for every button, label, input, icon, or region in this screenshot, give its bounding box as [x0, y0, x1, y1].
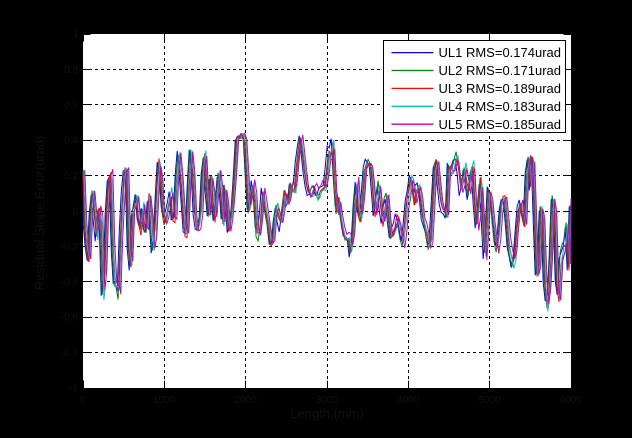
svg-text:5000: 5000 — [479, 395, 502, 406]
svg-text:Residual Slope Error(urad): Residual Slope Error(urad) — [32, 136, 47, 291]
svg-text:4000: 4000 — [397, 395, 420, 406]
svg-text:-0.8: -0.8 — [61, 348, 79, 359]
svg-text:3000: 3000 — [316, 395, 339, 406]
svg-text:1: 1 — [72, 30, 78, 41]
svg-text:UL2 RMS=0.171urad: UL2 RMS=0.171urad — [439, 63, 562, 78]
svg-text:0.8: 0.8 — [64, 65, 78, 76]
svg-text:-0.2: -0.2 — [61, 242, 79, 253]
svg-text:-1: -1 — [69, 384, 78, 395]
svg-text:0: 0 — [72, 207, 78, 218]
svg-text:2000: 2000 — [235, 395, 258, 406]
svg-text:0.2: 0.2 — [64, 171, 78, 182]
svg-text:UL4 RMS=0.183urad: UL4 RMS=0.183urad — [439, 99, 562, 114]
svg-text:0.6: 0.6 — [64, 100, 78, 111]
svg-text:-0.4: -0.4 — [61, 277, 79, 288]
svg-text:UL1 RMS=0.174urad: UL1 RMS=0.174urad — [439, 45, 562, 60]
svg-text:6000: 6000 — [560, 395, 583, 406]
svg-text:UL3 RMS=0.189urad: UL3 RMS=0.189urad — [439, 81, 562, 96]
svg-text:-0.6: -0.6 — [61, 313, 79, 324]
svg-text:0.4: 0.4 — [64, 136, 78, 147]
svg-text:Length (mm): Length (mm) — [290, 406, 364, 421]
svg-text:1000: 1000 — [153, 395, 176, 406]
svg-text:UL5 RMS=0.185urad: UL5 RMS=0.185urad — [439, 117, 562, 132]
svg-text:0: 0 — [80, 395, 86, 406]
